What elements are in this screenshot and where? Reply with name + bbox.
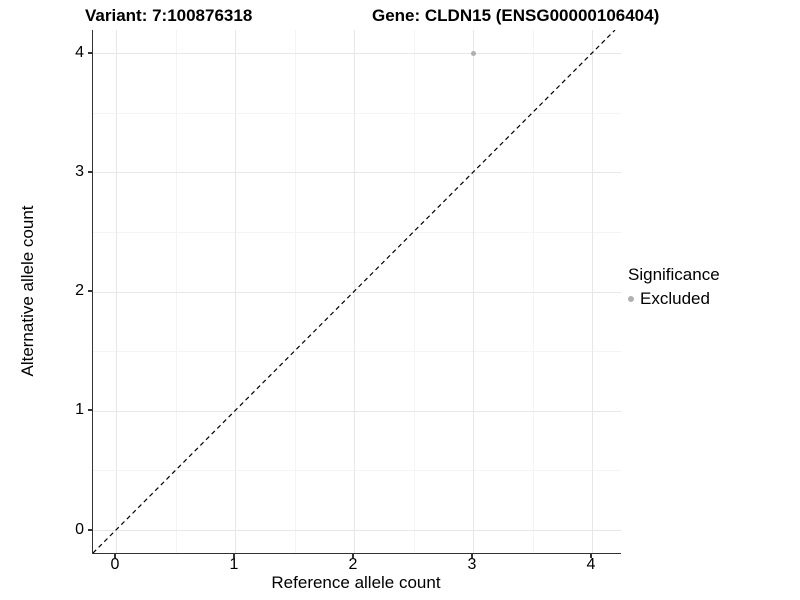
legend-point-icon (628, 296, 634, 302)
plot-panel (92, 30, 621, 554)
y-tick-label: 3 (75, 163, 84, 180)
gridline-horizontal (93, 291, 621, 293)
gridline-horizontal (93, 410, 621, 412)
x-axis-tick (352, 554, 354, 558)
gridline-horizontal (93, 351, 621, 353)
gridline-vertical (116, 30, 117, 553)
x-axis-tick (590, 554, 592, 558)
y-tick-label: 2 (75, 282, 84, 299)
y-tick-label: 0 (75, 521, 84, 538)
plot-title-variant: Variant: 7:100876318 (85, 6, 253, 25)
y-axis-tick (88, 409, 92, 411)
gridline-horizontal (93, 530, 621, 531)
legend-item-excluded: Excluded (628, 289, 720, 309)
legend-title: Significance (628, 265, 720, 284)
y-axis-tick (88, 52, 92, 54)
x-axis-tick (233, 554, 235, 558)
gridline-horizontal (93, 112, 621, 114)
y-axis-tick (88, 529, 92, 531)
y-tick-label: 4 (75, 44, 84, 61)
gridline-vertical (235, 30, 236, 553)
x-axis-title: Reference allele count (271, 573, 441, 592)
y-tick-label: 1 (75, 401, 84, 418)
x-tick-label: 3 (467, 556, 477, 573)
y-axis-title: Alternative allele count (18, 205, 37, 377)
gridline-horizontal (93, 172, 621, 174)
y-axis-tick (88, 290, 92, 292)
gridline-horizontal (93, 53, 621, 54)
gridline-vertical (473, 30, 474, 553)
x-tick-label: 0 (110, 556, 120, 573)
legend-item-label: Excluded (640, 289, 710, 308)
plot-title-gene: Gene: CLDN15 (ENSG00000106404) (372, 6, 660, 25)
x-axis-tick (114, 554, 116, 558)
gridline-vertical (592, 30, 593, 553)
legend: Significance Excluded (628, 265, 720, 309)
x-axis-tick (471, 554, 473, 558)
x-tick-label: 2 (348, 556, 358, 573)
data-point (470, 50, 476, 56)
gridline-horizontal (93, 470, 621, 472)
x-tick-label: 1 (229, 556, 239, 573)
gridline-horizontal (93, 231, 621, 233)
x-tick-label: 4 (586, 556, 596, 573)
gridline-vertical (354, 30, 355, 553)
y-axis-tick (88, 171, 92, 173)
